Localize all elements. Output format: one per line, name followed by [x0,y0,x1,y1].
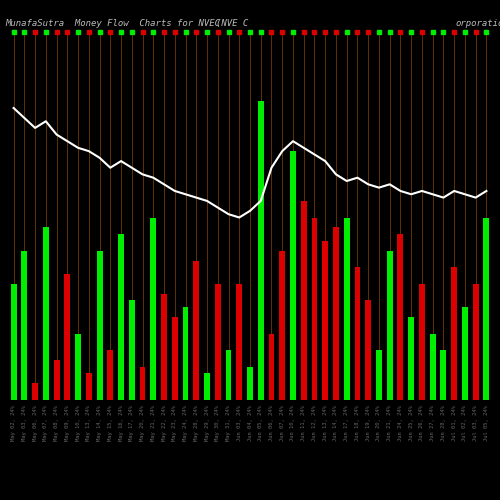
Text: MunafaSutra  Money Flow  Charts for NVEC: MunafaSutra Money Flow Charts for NVEC [5,18,220,28]
Bar [301,201,306,400]
Bar [408,317,414,400]
Bar [204,374,210,400]
Bar [398,234,404,400]
Bar [236,284,242,400]
Bar [258,102,264,400]
Bar [172,317,178,400]
Text: orporatio: orporatio [456,18,500,28]
Bar [354,268,360,400]
Bar [268,334,274,400]
Bar [108,350,114,400]
Bar [419,284,425,400]
Bar [226,350,232,400]
Bar [75,334,81,400]
Bar [86,374,92,400]
Bar [140,367,145,400]
Bar [386,250,392,400]
Bar [333,228,339,400]
Text: (NVE C: (NVE C [216,18,248,28]
Bar [64,274,70,400]
Bar [182,307,188,400]
Bar [22,250,28,400]
Bar [440,350,446,400]
Bar [194,260,199,400]
Bar [472,284,478,400]
Bar [161,294,167,400]
Bar [312,218,318,400]
Bar [215,284,220,400]
Bar [344,218,350,400]
Bar [54,360,60,400]
Bar [430,334,436,400]
Bar [290,151,296,400]
Bar [150,218,156,400]
Bar [451,268,457,400]
Bar [32,384,38,400]
Bar [322,240,328,400]
Bar [129,300,135,400]
Bar [280,250,285,400]
Bar [462,307,468,400]
Bar [484,218,490,400]
Bar [118,234,124,400]
Bar [365,300,371,400]
Bar [96,250,102,400]
Bar [43,228,49,400]
Bar [376,350,382,400]
Bar [247,367,253,400]
Bar [10,284,16,400]
